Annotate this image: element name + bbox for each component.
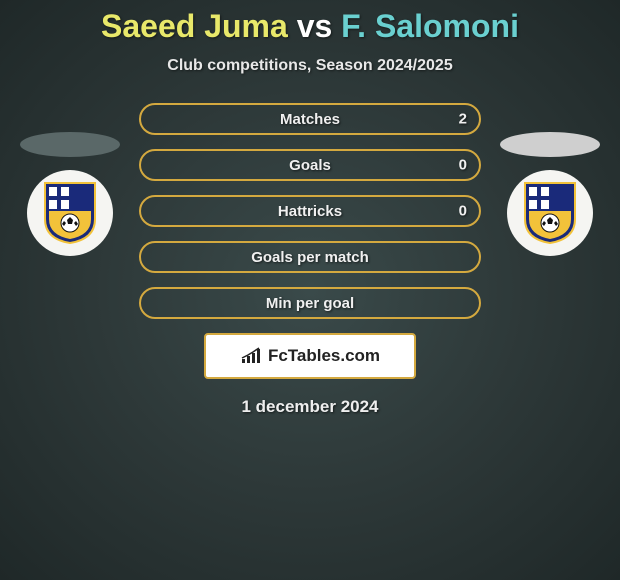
stat-label: Matches bbox=[280, 111, 340, 128]
club-shield-icon bbox=[43, 181, 97, 245]
stat-row-min-per-goal: Min per goal bbox=[139, 287, 481, 319]
infographic-container: Saeed Juma vs F. Salomoni Club competiti… bbox=[0, 0, 620, 580]
stat-row-hattricks: Hattricks 0 bbox=[139, 195, 481, 227]
comparison-title: Saeed Juma vs F. Salomoni bbox=[0, 8, 620, 45]
player2-name: F. Salomoni bbox=[341, 8, 519, 44]
stat-right-value: 0 bbox=[459, 203, 467, 220]
vs-label: vs bbox=[297, 8, 333, 44]
stats-list: Matches 2 Goals 0 Hattricks 0 Goals per … bbox=[139, 103, 481, 319]
subtitle: Club competitions, Season 2024/2025 bbox=[0, 57, 620, 75]
player1-club-badge bbox=[27, 170, 113, 256]
stat-right-value: 2 bbox=[459, 111, 467, 128]
stat-row-goals: Goals 0 bbox=[139, 149, 481, 181]
stat-right-value: 0 bbox=[459, 157, 467, 174]
stat-label: Goals per match bbox=[251, 249, 369, 266]
brand-text: FcTables.com bbox=[268, 346, 380, 366]
player1-avatar bbox=[20, 170, 120, 270]
player1-shadow-ellipse bbox=[20, 132, 120, 157]
stat-label: Min per goal bbox=[266, 295, 354, 312]
date-label: 1 december 2024 bbox=[0, 397, 620, 417]
player2-club-badge bbox=[507, 170, 593, 256]
stat-label: Hattricks bbox=[278, 203, 342, 220]
player1-name: Saeed Juma bbox=[101, 8, 288, 44]
player2-shadow-ellipse bbox=[500, 132, 600, 157]
brand-box: FcTables.com bbox=[204, 333, 416, 379]
bar-chart-icon bbox=[240, 347, 262, 365]
player2-avatar bbox=[500, 170, 600, 270]
club-shield-icon bbox=[523, 181, 577, 245]
stat-label: Goals bbox=[289, 157, 331, 174]
stat-row-goals-per-match: Goals per match bbox=[139, 241, 481, 273]
stat-row-matches: Matches 2 bbox=[139, 103, 481, 135]
